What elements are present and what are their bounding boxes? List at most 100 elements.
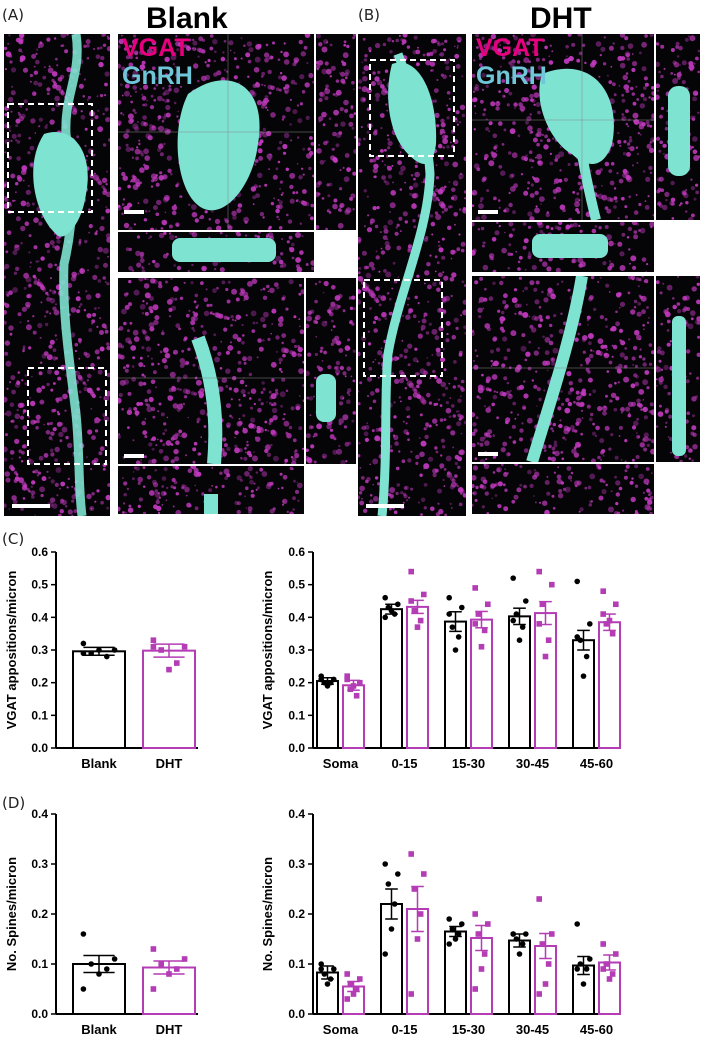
- punctum: [340, 367, 342, 369]
- punctum: [534, 207, 540, 214]
- punctum: [562, 436, 566, 440]
- punctum: [685, 349, 691, 354]
- punctum: [419, 413, 423, 417]
- punctum: [576, 480, 582, 486]
- punctum: [142, 511, 147, 514]
- punctum: [345, 354, 347, 357]
- data-point: [321, 971, 328, 977]
- punctum: [151, 66, 156, 71]
- punctum: [271, 323, 274, 325]
- punctum: [132, 439, 135, 442]
- punctum: [248, 372, 253, 377]
- punctum: [456, 421, 462, 427]
- punctum: [617, 241, 623, 247]
- blank-soma-xz-image: [125, 232, 314, 272]
- punctum: [558, 151, 565, 158]
- punctum: [527, 366, 532, 371]
- punctum: [492, 471, 496, 474]
- punctum: [118, 392, 123, 398]
- punctum: [203, 310, 210, 317]
- punctum: [523, 57, 530, 64]
- micrograph-blank-soma: VGAT GnRH: [118, 34, 314, 230]
- punctum: [482, 241, 486, 245]
- punctum: [485, 127, 489, 131]
- punctum: [589, 295, 594, 300]
- punctum: [141, 60, 146, 65]
- punctum: [463, 156, 466, 161]
- punctum: [236, 65, 240, 69]
- punctum: [567, 401, 573, 407]
- punctum: [546, 266, 552, 272]
- punctum: [118, 397, 122, 404]
- punctum: [569, 387, 574, 392]
- punctum: [206, 303, 210, 308]
- punctum: [242, 428, 248, 434]
- punctum: [458, 208, 462, 211]
- punctum: [390, 190, 396, 196]
- punctum: [281, 118, 284, 121]
- punctum: [528, 251, 531, 254]
- punctum: [387, 140, 393, 146]
- punctum: [143, 148, 149, 155]
- punctum: [154, 228, 158, 230]
- punctum: [284, 90, 289, 95]
- punctum: [201, 492, 205, 496]
- punctum: [40, 361, 43, 364]
- punctum: [548, 55, 550, 57]
- punctum: [11, 133, 17, 139]
- punctum: [535, 102, 541, 108]
- punctum: [383, 269, 387, 273]
- data-point: [88, 961, 94, 967]
- punctum: [587, 333, 594, 339]
- punctum: [103, 395, 110, 402]
- y-tick-label: 0.0: [31, 741, 48, 755]
- punctum: [587, 485, 592, 490]
- punctum: [451, 187, 456, 193]
- punctum: [26, 201, 29, 204]
- punctum: [423, 237, 429, 242]
- punctum: [455, 184, 458, 187]
- punctum: [261, 83, 264, 86]
- punctum: [36, 387, 42, 393]
- data-point: [536, 991, 542, 997]
- punctum: [524, 51, 529, 56]
- punctum: [143, 218, 148, 222]
- punctum: [599, 168, 603, 172]
- punctum: [517, 42, 520, 45]
- punctum: [276, 215, 279, 219]
- punctum: [567, 163, 571, 166]
- punctum: [502, 483, 506, 487]
- punctum: [599, 315, 604, 320]
- punctum: [633, 119, 640, 125]
- punctum: [173, 264, 176, 267]
- punctum: [457, 384, 461, 388]
- scale-bar: [478, 452, 498, 456]
- punctum: [474, 280, 479, 285]
- punctum: [302, 147, 306, 151]
- punctum: [573, 400, 576, 404]
- punctum: [613, 205, 617, 209]
- data-point: [344, 676, 350, 683]
- punctum: [399, 153, 402, 156]
- punctum: [439, 463, 445, 469]
- punctum: [229, 341, 233, 344]
- punctum: [127, 391, 132, 396]
- data-point: [150, 643, 157, 650]
- punctum: [138, 278, 144, 282]
- data-point: [446, 941, 452, 947]
- bar: [342, 684, 365, 749]
- punctum: [56, 64, 59, 67]
- punctum: [135, 156, 139, 161]
- punctum: [394, 378, 400, 384]
- punctum: [493, 360, 499, 367]
- punctum: [608, 291, 611, 293]
- punctum: [17, 371, 21, 374]
- punctum: [236, 337, 242, 342]
- punctum: [64, 409, 67, 412]
- punctum: [631, 164, 634, 167]
- punctum: [601, 196, 603, 198]
- punctum: [571, 428, 576, 433]
- punctum: [144, 335, 149, 340]
- punctum: [361, 250, 367, 256]
